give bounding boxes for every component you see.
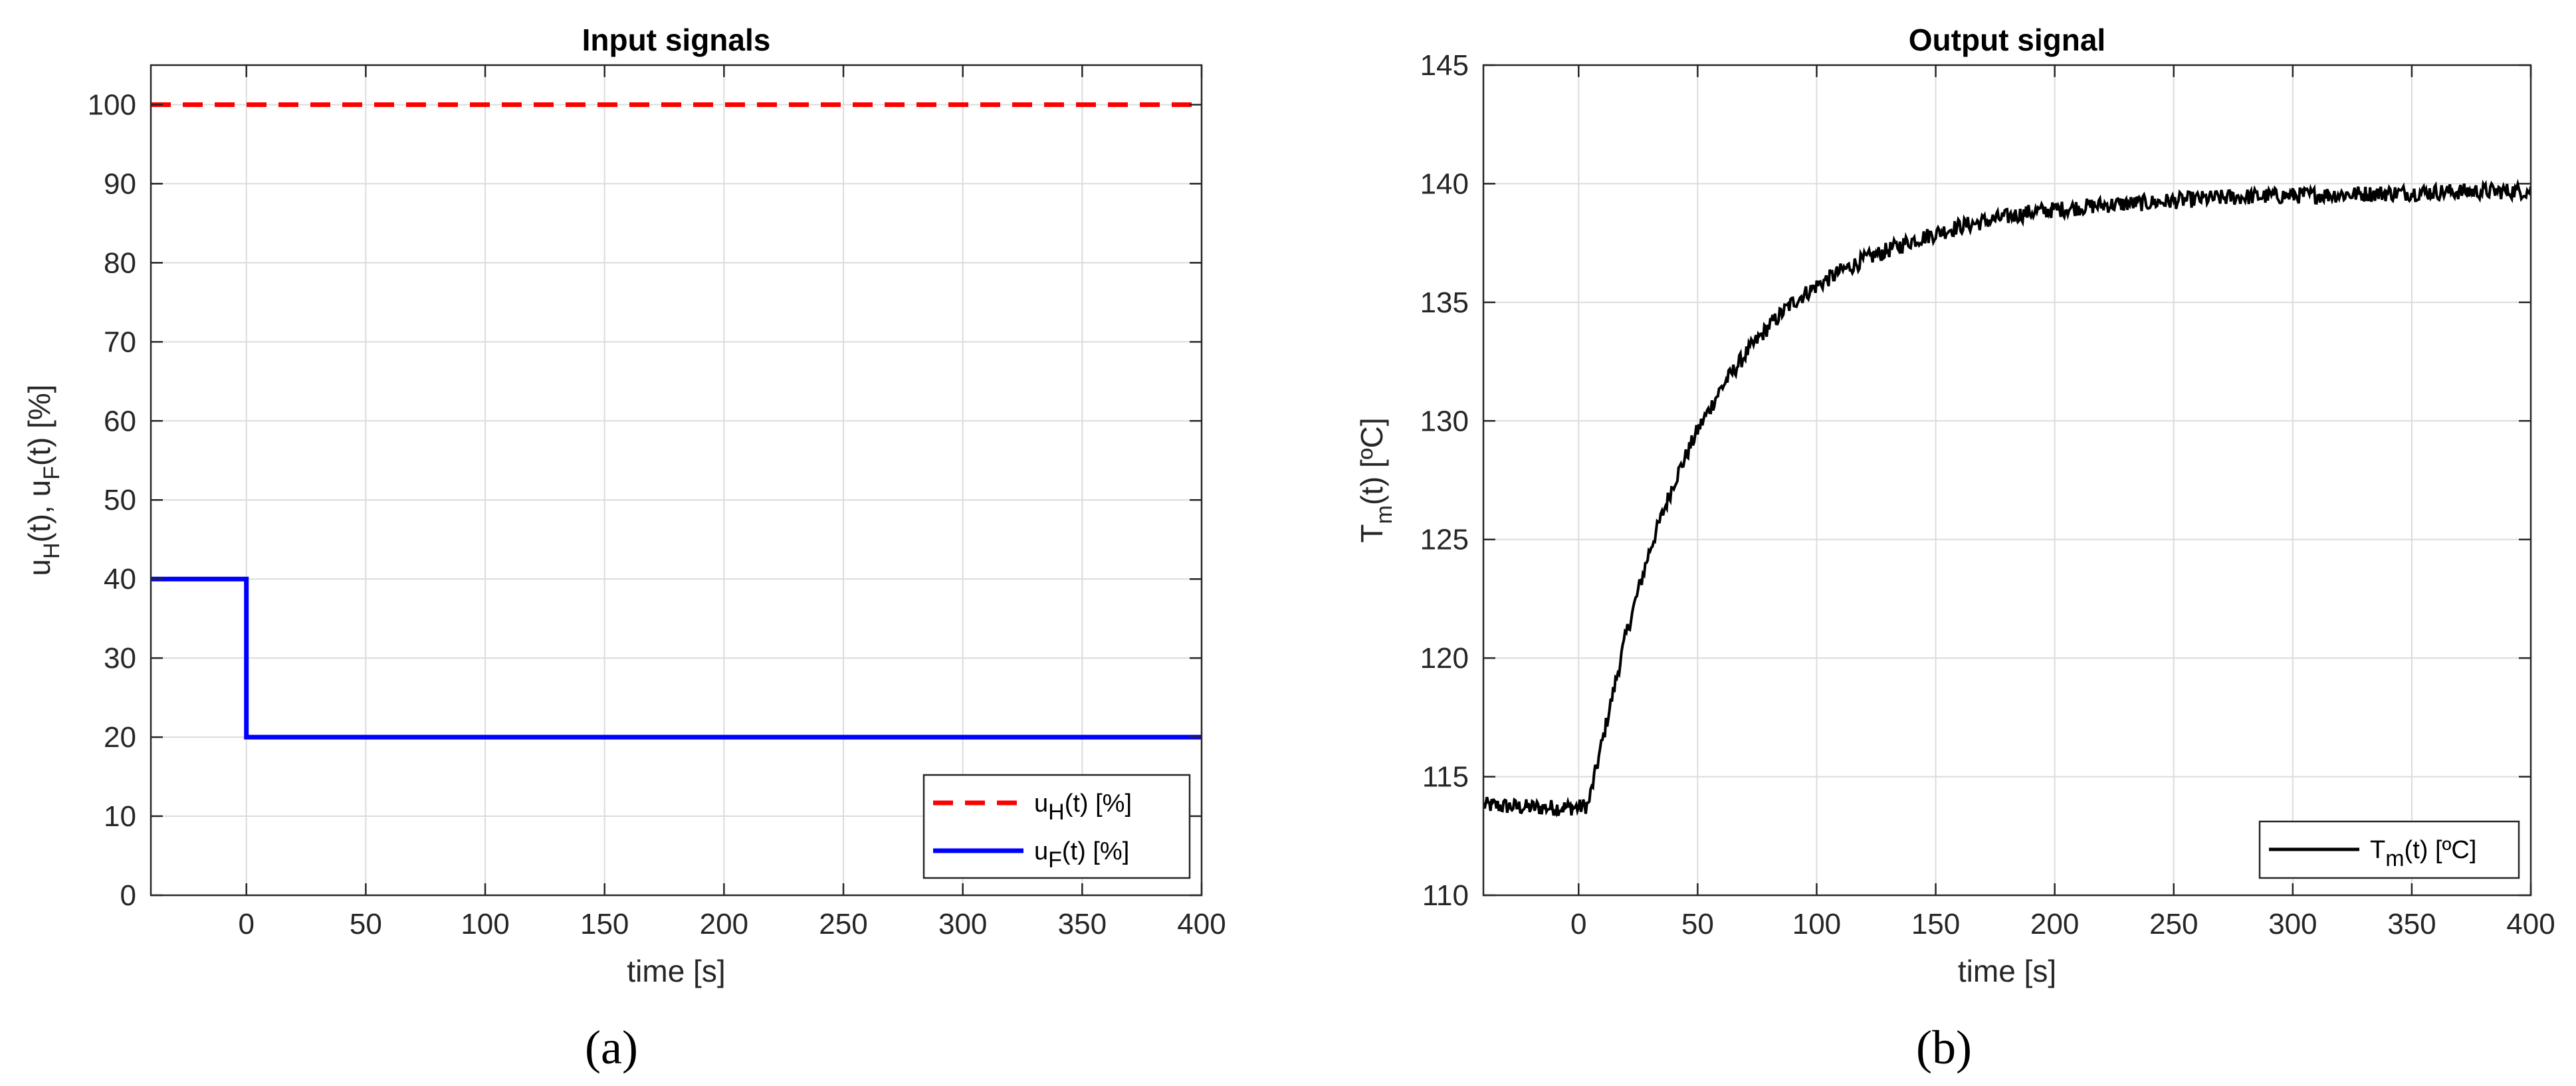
y-tick-label: 0 <box>120 879 136 912</box>
x-tick-label: 400 <box>1177 908 1226 940</box>
legend: uH(t) [%] uF(t) [%] <box>922 774 1191 879</box>
y-tick-label: 100 <box>88 88 136 121</box>
chart-panel-b: 0 50 100 150 200 250 300 350 400 110 115 120 125 130 1… <box>1354 23 2555 1074</box>
y-tick-label: 10 <box>104 800 136 833</box>
legend-label: uF(t) [%] <box>1034 837 1129 873</box>
x-tick-label: 0 <box>1570 908 1586 940</box>
x-tick-label: 250 <box>819 908 867 940</box>
x-tick-label: 100 <box>1792 908 1841 940</box>
x-tick-label: 50 <box>350 908 382 940</box>
axes-box <box>150 64 1203 897</box>
x-tick-label: 150 <box>580 908 629 940</box>
legend-box <box>922 774 1191 879</box>
y-tick-label: 120 <box>1420 642 1469 675</box>
legend: Tm(t) [ºC] <box>2258 820 2520 879</box>
legend-label: Tm(t) [ºC] <box>2370 836 2476 871</box>
series-line-1 <box>1483 178 2531 818</box>
y-tick-label: 50 <box>104 484 136 516</box>
y-tick-label: 135 <box>1420 286 1469 319</box>
x-tick-label: 200 <box>2030 908 2079 940</box>
x-axis-label: time [s] <box>627 954 725 988</box>
x-tick-label: 150 <box>1911 908 1960 940</box>
chart-title: Output signal <box>1909 23 2105 57</box>
y-tick-label: 60 <box>104 405 136 437</box>
y-tick-label: 115 <box>1422 761 1469 794</box>
x-axis-label: time [s] <box>1958 954 2056 988</box>
y-tick-label: 90 <box>104 167 136 200</box>
y-tick-label: 125 <box>1420 524 1469 556</box>
x-tick-label: 350 <box>1058 908 1107 940</box>
y-tick-label: 30 <box>104 642 136 675</box>
x-tick-label: 50 <box>1681 908 1714 940</box>
chart-panel-a: 0 50 100 150 200 250 300 350 400 0 10 20 30 40 50 60 70 8… <box>22 23 1226 1074</box>
x-tick-label: 200 <box>700 908 748 940</box>
x-tick-label: 100 <box>461 908 509 940</box>
y-tick-label: 110 <box>1422 879 1469 912</box>
y-tick-label: 140 <box>1420 167 1469 200</box>
y-tick-label: 145 <box>1420 49 1469 82</box>
y-axis-label: uH(t), uF(t) [%] <box>22 384 64 576</box>
chart-title: Input signals <box>582 23 771 57</box>
panel-label: (a) <box>585 1021 638 1074</box>
legend-label: uH(t) [%] <box>1034 790 1132 825</box>
y-tick-label: 70 <box>104 326 136 358</box>
x-tick-label: 400 <box>2506 908 2555 940</box>
x-tick-label: 350 <box>2387 908 2436 940</box>
axes-box <box>1482 64 2532 897</box>
x-tick-label: 250 <box>2149 908 2198 940</box>
y-tick-label: 40 <box>104 563 136 596</box>
y-tick-label: 80 <box>104 247 136 279</box>
panel-label: (b) <box>1916 1021 1972 1074</box>
y-tick-label: 20 <box>104 721 136 754</box>
y-axis-label: Tm(t) [ºC] <box>1354 417 1397 542</box>
series-line-2 <box>151 576 1202 740</box>
x-tick-label: 300 <box>2268 908 2317 940</box>
x-tick-label: 300 <box>938 908 987 940</box>
x-tick-label: 0 <box>238 908 254 940</box>
y-tick-label: 130 <box>1420 405 1469 437</box>
